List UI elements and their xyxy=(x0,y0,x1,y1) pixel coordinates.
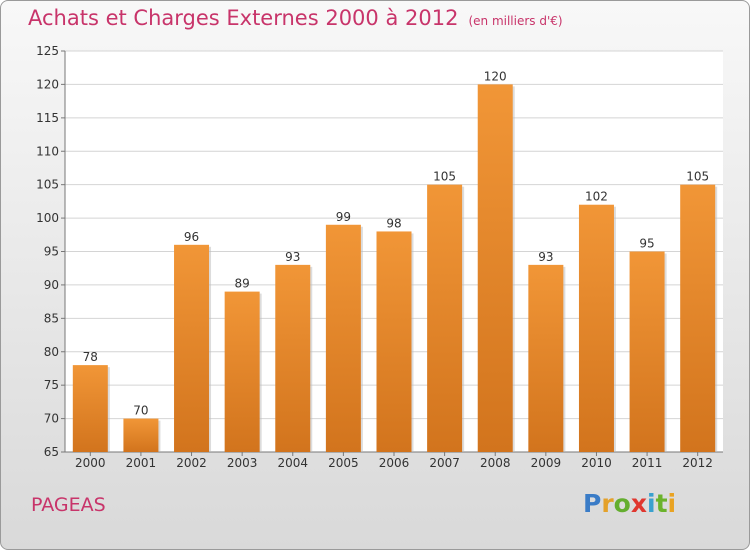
y-tick-label: 105 xyxy=(36,178,59,192)
logo-letter: o xyxy=(613,489,631,518)
data-label: 93 xyxy=(538,250,553,264)
x-tick-label: 2008 xyxy=(480,456,511,470)
y-tick-label: 75 xyxy=(44,378,59,392)
y-tick-label: 65 xyxy=(44,445,59,459)
y-tick-label: 120 xyxy=(36,77,59,91)
data-label: 78 xyxy=(83,350,98,364)
logo-letter: t xyxy=(655,489,668,518)
data-label: 102 xyxy=(585,190,608,204)
bar xyxy=(325,224,361,452)
logo-letter: P xyxy=(583,489,602,518)
y-tick-label: 90 xyxy=(44,278,59,292)
x-tick-label: 2002 xyxy=(176,456,207,470)
data-label: 93 xyxy=(285,250,300,264)
y-tick-label: 125 xyxy=(36,44,59,58)
bar xyxy=(123,418,159,452)
x-tick-label: 2009 xyxy=(531,456,562,470)
bar xyxy=(376,231,412,452)
logo-letter: i xyxy=(647,489,656,518)
x-tick-label: 2005 xyxy=(328,456,359,470)
commune-name: PAGEAS xyxy=(31,494,106,516)
x-tick-label: 2012 xyxy=(682,456,713,470)
proxiti-logo: Proxiti xyxy=(583,489,676,518)
x-tick-label: 2010 xyxy=(581,456,612,470)
x-tick-label: 2001 xyxy=(126,456,157,470)
bar xyxy=(224,291,260,452)
y-tick-label: 115 xyxy=(36,111,59,125)
data-label: 95 xyxy=(639,237,654,251)
y-tick-label: 80 xyxy=(44,345,59,359)
bar xyxy=(427,184,463,452)
data-label: 99 xyxy=(336,210,351,224)
x-tick-label: 2000 xyxy=(75,456,106,470)
title-text: Achats et Charges Externes 2000 à 2012 xyxy=(28,6,459,30)
y-tick-label: 100 xyxy=(36,211,59,225)
y-tick-label: 70 xyxy=(44,412,59,426)
x-tick-label: 2007 xyxy=(429,456,460,470)
title-unit: (en milliers d'€) xyxy=(468,14,563,28)
bar xyxy=(528,264,564,452)
bar xyxy=(578,204,614,452)
logo-letter: i xyxy=(667,489,677,518)
x-tick-label: 2006 xyxy=(379,456,410,470)
chart-title: Achats et Charges Externes 2000 à 2012 (e… xyxy=(28,6,563,30)
data-label: 98 xyxy=(386,216,401,230)
data-label: 89 xyxy=(235,277,250,291)
bar xyxy=(477,84,513,453)
bar xyxy=(174,244,210,452)
logo-letter: r xyxy=(601,489,614,518)
x-tick-label: 2004 xyxy=(277,456,308,470)
x-tick-label: 2011 xyxy=(632,456,663,470)
bar xyxy=(72,365,108,452)
y-tick-label: 85 xyxy=(44,311,59,325)
data-label: 105 xyxy=(686,170,709,184)
data-label: 96 xyxy=(184,230,199,244)
y-tick-label: 95 xyxy=(44,245,59,259)
data-label: 105 xyxy=(433,170,456,184)
y-tick-label: 110 xyxy=(36,144,59,158)
logo-letter: x xyxy=(630,489,647,518)
bar xyxy=(275,264,311,452)
x-tick-label: 2003 xyxy=(227,456,258,470)
data-label: 70 xyxy=(133,404,148,418)
bar xyxy=(680,184,716,452)
bar xyxy=(629,251,665,452)
data-label: 120 xyxy=(484,69,507,83)
